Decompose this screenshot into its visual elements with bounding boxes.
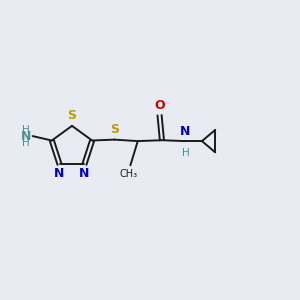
Text: S: S [68,109,76,122]
Text: N: N [21,130,32,142]
Text: N: N [180,125,191,138]
Text: H: H [22,138,30,148]
Text: S: S [110,123,119,136]
Text: N: N [79,167,90,180]
Text: O: O [154,99,165,112]
Text: N: N [54,167,65,180]
Text: H: H [182,148,189,158]
Text: CH₃: CH₃ [120,169,138,179]
Text: H: H [22,124,30,135]
